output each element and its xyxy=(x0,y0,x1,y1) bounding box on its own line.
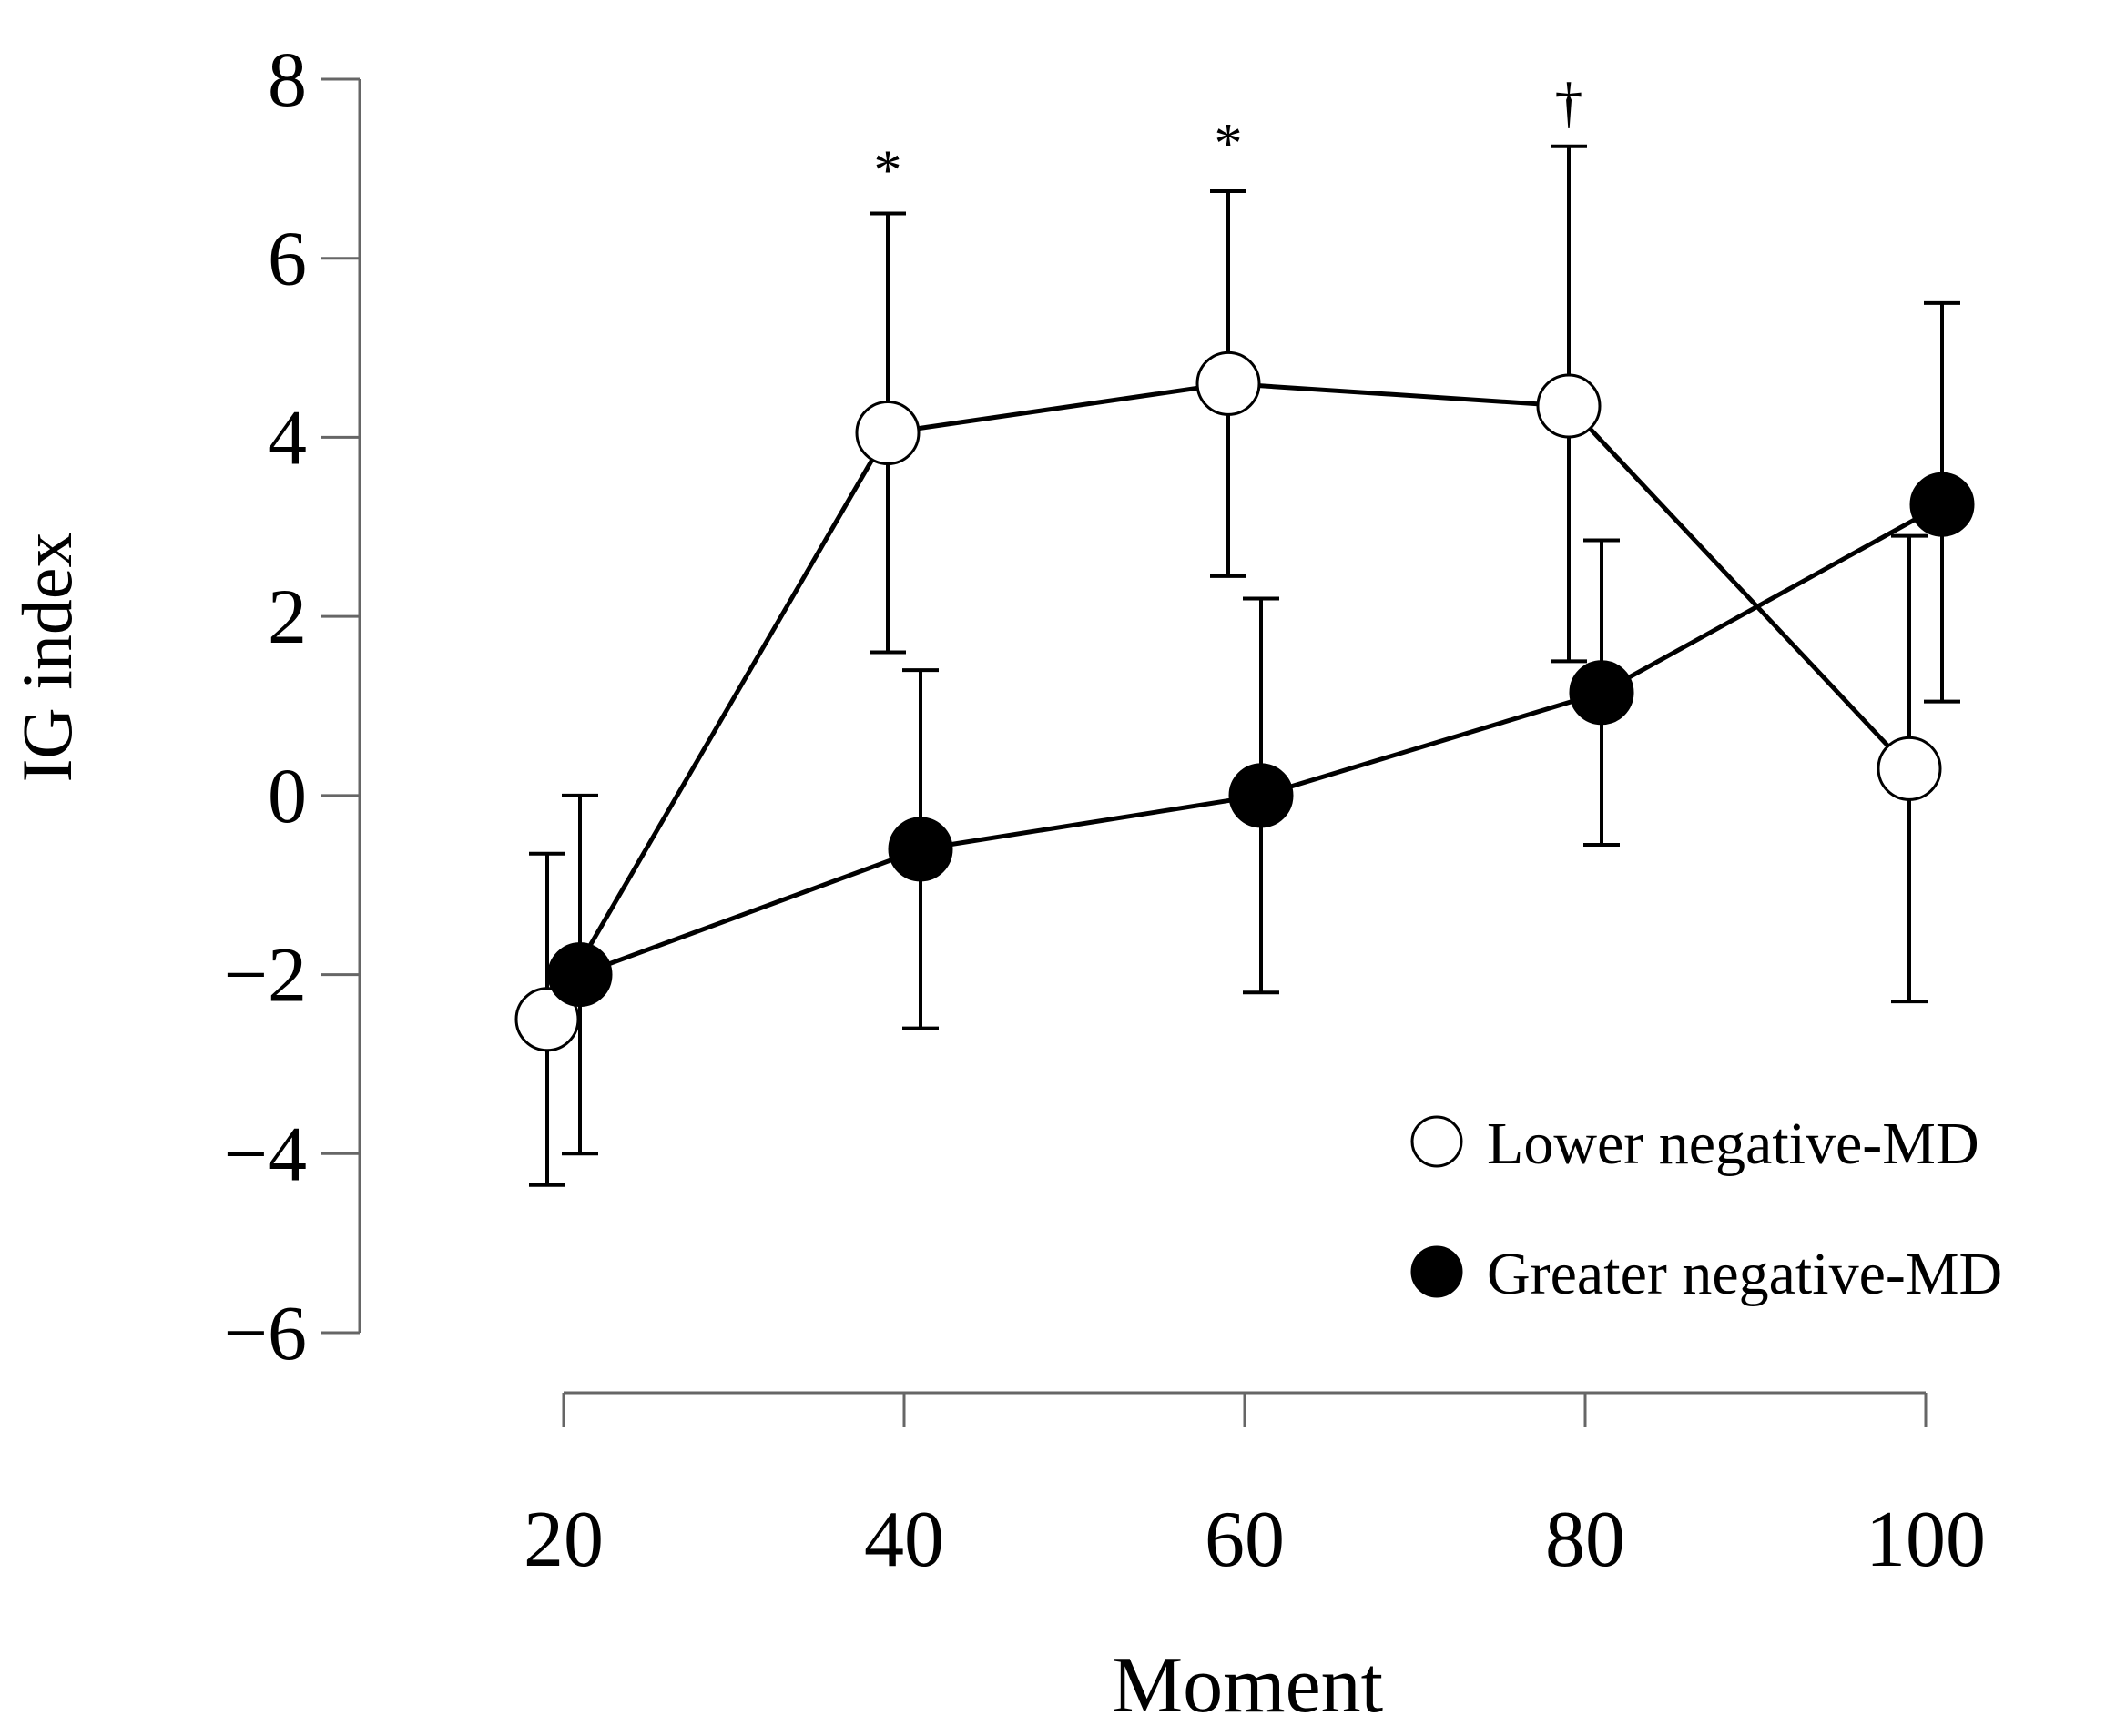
x-tick-label: 60 xyxy=(1205,1496,1285,1584)
legend-marker xyxy=(1410,1115,1463,1168)
series-lines xyxy=(544,381,1944,1021)
y-tick-label: −6 xyxy=(223,1289,307,1376)
legend-label: Greater negative-MD xyxy=(1487,1241,2002,1307)
point-greater-negative-md xyxy=(1228,763,1294,828)
legend: Lower negative-MD Greater negative-MD xyxy=(1410,1111,2002,1307)
significance-annotations: * * † xyxy=(874,73,1583,202)
significance-marker: * xyxy=(874,139,902,201)
plot-area xyxy=(514,144,1975,1187)
point-lower-negative-md xyxy=(1195,350,1261,416)
significance-marker: † xyxy=(1555,73,1583,135)
x-tick-label: 40 xyxy=(864,1496,944,1584)
x-tick-label: 80 xyxy=(1545,1496,1625,1584)
x-tick-label: 20 xyxy=(524,1496,604,1584)
x-axis-label: Moment xyxy=(1112,1641,1383,1730)
y-tick-label: 2 xyxy=(268,573,307,660)
y-tick-label: 6 xyxy=(268,215,307,302)
series-markers xyxy=(514,350,1975,1052)
y-tick-label: −2 xyxy=(223,931,307,1019)
point-lower-negative-md xyxy=(514,987,580,1052)
y-tick-label: 8 xyxy=(268,36,307,123)
point-greater-negative-md xyxy=(1909,472,1975,537)
point-greater-negative-md xyxy=(888,817,953,882)
legend-item-greater-negative-md: Greater negative-MD xyxy=(1410,1241,2002,1307)
y-tick-label: −4 xyxy=(223,1110,307,1197)
significance-marker: * xyxy=(1215,113,1243,175)
y-axis-label: IG index xyxy=(7,532,86,782)
y-tick-label: 4 xyxy=(268,393,307,481)
legend-label: Lower negative-MD xyxy=(1487,1111,1979,1177)
point-lower-negative-md xyxy=(855,401,921,466)
error-bars xyxy=(529,144,1960,1187)
point-greater-negative-md xyxy=(547,942,613,1008)
y-tick-label: 0 xyxy=(268,752,307,839)
legend-item-lower-negative-md: Lower negative-MD xyxy=(1410,1111,1979,1177)
x-tick-label: 100 xyxy=(1866,1496,1986,1584)
point-greater-negative-md xyxy=(1569,660,1634,726)
point-lower-negative-md xyxy=(1877,736,1942,801)
x-axis: 20 40 60 80 100 xyxy=(524,1391,1986,1584)
legend-marker xyxy=(1410,1245,1463,1298)
y-axis: 8 6 4 2 0 −2 −4 −6 xyxy=(223,36,361,1376)
point-lower-negative-md xyxy=(1536,373,1602,439)
